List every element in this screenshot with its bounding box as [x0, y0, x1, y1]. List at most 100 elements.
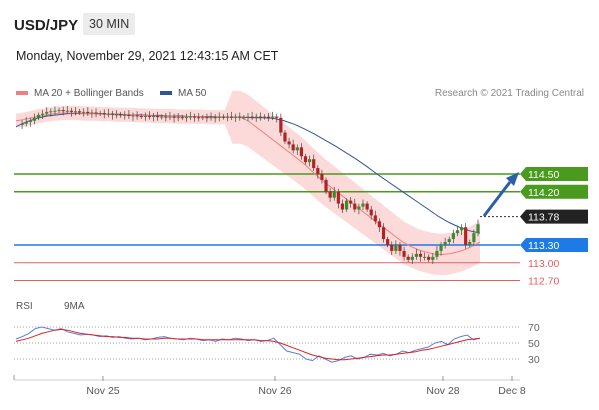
- candle: [320, 174, 324, 180]
- ma50-swatch: [160, 91, 172, 96]
- candle: [427, 256, 431, 260]
- candle: [73, 111, 78, 113]
- candle: [24, 121, 28, 124]
- candle: [57, 110, 61, 112]
- candle: [357, 206, 361, 210]
- projection-arrowhead: [506, 172, 519, 186]
- candle: [151, 116, 156, 118]
- candle: [180, 117, 184, 119]
- candle: [28, 120, 32, 122]
- candle: [65, 110, 69, 112]
- candle: [324, 179, 328, 192]
- datetime-label: Monday, November 29, 2021 12:43:15 AM CE…: [16, 49, 279, 63]
- legend-ma20: MA 20 + Bollinger Bands: [16, 88, 144, 99]
- candle: [86, 111, 90, 114]
- candle: [135, 115, 139, 117]
- candle: [213, 117, 217, 119]
- candle: [455, 230, 460, 234]
- candle: [295, 147, 299, 151]
- candle: [283, 132, 287, 142]
- candle: [275, 116, 279, 118]
- candle: [110, 113, 115, 115]
- candle: [468, 242, 472, 245]
- candle: [451, 233, 455, 240]
- candle: [127, 114, 131, 117]
- ma20-swatch: [16, 91, 28, 96]
- candle: [299, 147, 303, 157]
- candle: [271, 116, 275, 118]
- candle: [386, 239, 390, 245]
- candle: [49, 111, 53, 113]
- candle: [156, 116, 160, 118]
- level-label-114-50: 114.50: [528, 169, 559, 181]
- ma9-label: 9MA: [64, 301, 85, 312]
- candle: [410, 256, 414, 260]
- candle: [184, 117, 188, 119]
- candle: [234, 116, 238, 118]
- candle: [308, 159, 312, 163]
- x-tick-label: Nov 26: [258, 385, 291, 397]
- candle: [197, 117, 201, 119]
- level-tag-114-50: [520, 167, 588, 181]
- legend-ma50: MA 50: [160, 88, 206, 99]
- candle: [423, 256, 427, 258]
- candle: [188, 116, 193, 118]
- level-label-113-78: 113.78: [528, 212, 559, 224]
- candle: [172, 116, 176, 118]
- candle: [279, 117, 283, 133]
- candle: [328, 191, 332, 198]
- candle: [431, 256, 435, 260]
- rsi-tick-50: 50: [528, 338, 540, 350]
- level-label-113-30: 113.30: [528, 240, 559, 252]
- candle: [447, 239, 451, 243]
- candle: [418, 253, 423, 257]
- rsi-tick-30: 30: [528, 354, 540, 366]
- candle: [443, 242, 447, 245]
- candle: [373, 215, 377, 222]
- x-tick-label: Nov 25: [86, 385, 119, 397]
- candle: [353, 203, 357, 210]
- candle: [377, 221, 382, 228]
- candle: [82, 111, 86, 113]
- level-label-112-70: 112.70: [528, 276, 559, 288]
- chart-header: USD/JPY 30 MIN: [0, 0, 599, 40]
- candle: [340, 203, 345, 210]
- candle: [250, 116, 254, 118]
- x-tick-label: Nov 28: [426, 385, 459, 397]
- candle: [287, 141, 291, 145]
- credit-text: Research © 2021 Trading Central: [434, 88, 584, 99]
- candle: [90, 112, 94, 114]
- candle: [291, 144, 295, 151]
- candles: [20, 105, 480, 264]
- candle: [414, 253, 418, 257]
- candle: [41, 113, 45, 115]
- legend-rsi: RSI: [16, 301, 33, 312]
- candle: [390, 245, 394, 251]
- candle: [160, 116, 164, 118]
- level-tag-113-78: [520, 209, 588, 224]
- level-label-113-00: 113.00: [528, 258, 559, 270]
- candle: [406, 256, 410, 260]
- candle: [464, 227, 468, 245]
- candle: [459, 227, 464, 231]
- level-label-114-20: 114.20: [528, 187, 559, 199]
- candle: [147, 116, 152, 118]
- candle: [266, 116, 271, 118]
- candle: [78, 111, 82, 113]
- candle: [344, 200, 349, 210]
- candle: [32, 117, 37, 121]
- candle: [229, 116, 234, 118]
- rsi-label: RSI: [16, 301, 33, 312]
- candle: [205, 117, 209, 119]
- candle: [349, 200, 353, 204]
- candle: [20, 123, 24, 125]
- candle: [164, 116, 168, 118]
- candle: [369, 209, 373, 216]
- candle: [402, 250, 406, 257]
- timeframe-badge[interactable]: 30 MIN: [83, 13, 136, 35]
- candle: [69, 110, 73, 112]
- candle: [106, 113, 110, 115]
- candle: [201, 117, 205, 119]
- candle: [119, 114, 123, 116]
